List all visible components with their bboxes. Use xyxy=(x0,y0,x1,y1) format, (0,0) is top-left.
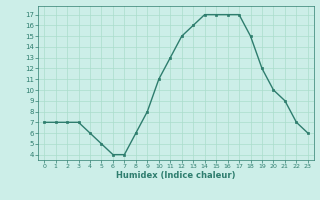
X-axis label: Humidex (Indice chaleur): Humidex (Indice chaleur) xyxy=(116,171,236,180)
